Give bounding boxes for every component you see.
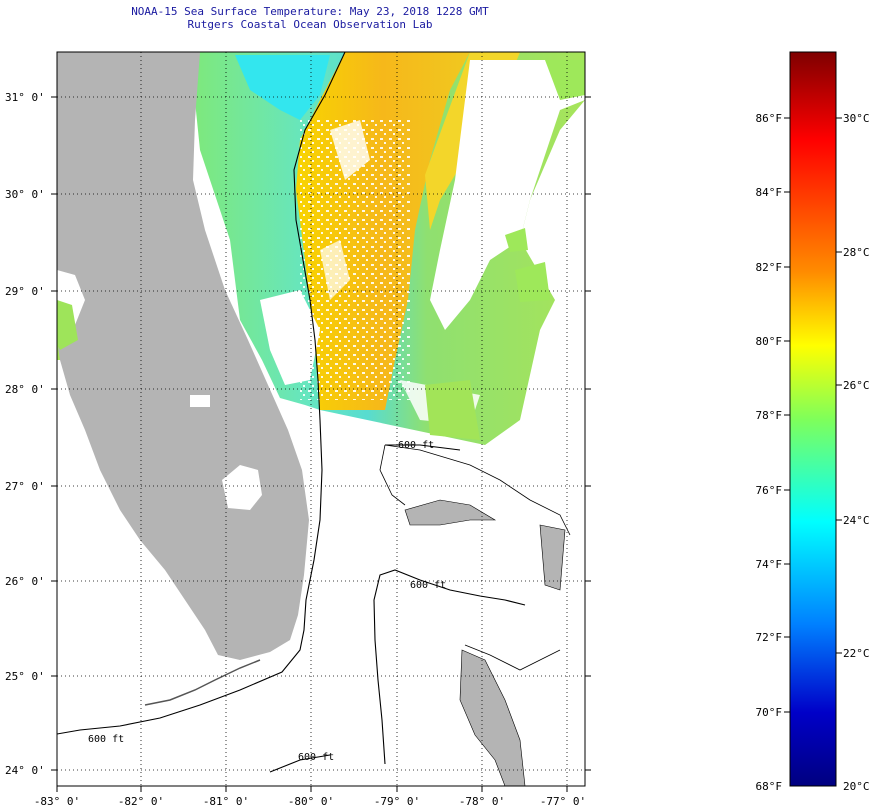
colorbar-f-label: 78°F: [756, 409, 783, 422]
colorbar-f-label: 76°F: [756, 484, 783, 497]
colorbar-f-label: 86°F: [756, 112, 783, 125]
axis-ticks: [51, 96, 591, 792]
colorbar-c-label: 20°C: [843, 780, 870, 793]
map-frame: [56, 51, 586, 787]
lon-label: -79° 0': [374, 795, 420, 808]
graticule: [57, 52, 585, 786]
lon-label: -82° 0': [118, 795, 164, 808]
colorbar: [789, 51, 837, 787]
lon-label: -83° 0': [34, 795, 80, 808]
colorbar-f-label: 72°F: [756, 631, 783, 644]
colorbar-f-label: 74°F: [756, 558, 783, 571]
colorbar-ticks: [784, 117, 842, 713]
lon-label: -78° 0': [459, 795, 505, 808]
contour-label-600ft: 600 ft: [298, 752, 334, 763]
colorbar-c-label: 30°C: [843, 112, 870, 125]
colorbar-f-label: 80°F: [756, 335, 783, 348]
colorbar-c-label: 28°C: [843, 246, 870, 259]
map-title: NOAA-15 Sea Surface Temperature: May 23,…: [131, 5, 489, 18]
bahamas-land: [404, 499, 566, 786]
map-panel: [57, 52, 585, 786]
colorbar-f-label: 68°F: [756, 780, 783, 793]
contour-label-600ft: 600 ft: [410, 580, 446, 591]
lat-label: 27° 0': [5, 480, 45, 493]
colorbar-c-label: 22°C: [843, 647, 870, 660]
contour-label-600ft: 600 ft: [398, 440, 434, 451]
florida-keys: [144, 659, 261, 706]
lat-label: 28° 0': [5, 383, 45, 396]
colorbar-c-label: 24°C: [843, 514, 870, 527]
isobath-600ft: [57, 52, 346, 735]
contour-label-600ft: 600 ft: [88, 734, 124, 745]
lat-label: 24° 0': [5, 764, 45, 777]
lake-okeechobee: [222, 465, 262, 510]
colorbar-f-label: 82°F: [756, 261, 783, 274]
lat-label: 31° 0': [5, 91, 45, 104]
lon-label: -80° 0': [288, 795, 334, 808]
lat-label: 30° 0': [5, 188, 45, 201]
lat-label: 26° 0': [5, 575, 45, 588]
lat-label: 25° 0': [5, 670, 45, 683]
colorbar-f-label: 84°F: [756, 186, 783, 199]
lon-label: -77° 0': [540, 795, 586, 808]
lon-label: -81° 0': [203, 795, 249, 808]
map-subtitle: Rutgers Coastal Ocean Observation Lab: [187, 18, 433, 31]
lat-label: 29° 0': [5, 285, 45, 298]
colorbar-c-label: 26°C: [843, 379, 870, 392]
colorbar-f-label: 70°F: [756, 706, 783, 719]
sst-swath: [57, 52, 585, 445]
